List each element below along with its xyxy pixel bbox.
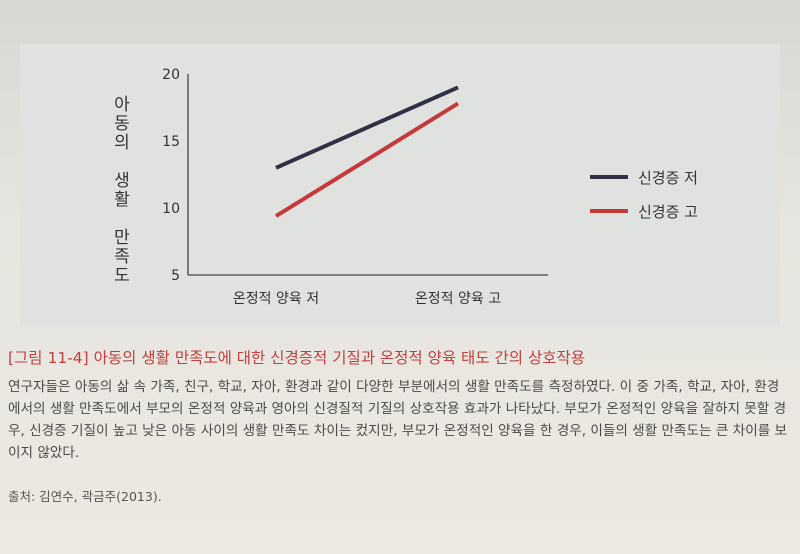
legend-item-high: 신경증 고: [590, 194, 698, 228]
figure-title: 아동의 생활 만족도에 대한 신경증적 기질과 온정적 양육 태도 간의 상호작…: [88, 349, 585, 367]
figure-number: [그림 11-4]: [8, 349, 89, 367]
x-category-labels: 온정적 양육 저 온정적 양육 고: [233, 291, 501, 307]
chart-axes: [187, 74, 548, 276]
legend-swatch-high: [590, 209, 628, 213]
series-line-neuroticism-low: [275, 85, 459, 170]
legend-label-low: 신경증 저: [638, 168, 698, 187]
legend-item-low: 신경증 저: [590, 160, 698, 194]
figure-source: 출처: 김연수, 곽금주(2013).: [8, 489, 162, 504]
y-tick-label: 5: [171, 268, 180, 284]
x-category-label: 온정적 양육 고: [415, 291, 501, 307]
chart-panel: [20, 44, 780, 326]
y-tick-label: 15: [162, 134, 180, 150]
y-tick-label: 10: [162, 201, 180, 217]
series-line-neuroticism-high: [274, 101, 460, 218]
x-category-label: 온정적 양육 저: [233, 291, 319, 307]
series-lines: [274, 85, 460, 218]
legend-swatch-low: [590, 175, 628, 179]
y-tick-labels: 5 10 15 20: [162, 67, 180, 284]
legend: 신경증 저 신경증 고: [590, 160, 698, 228]
y-tick-label: 20: [162, 67, 180, 83]
figure-caption: [그림 11-4] 아동의 생활 만족도에 대한 신경증적 기질과 온정적 양육…: [8, 346, 585, 368]
y-axis-title: 아 동 의 생 활 만 족 도: [114, 95, 130, 286]
legend-label-high: 신경증 고: [638, 202, 698, 221]
figure-description: 연구자들은 아동의 삶 속 가족, 친구, 학교, 자아, 환경과 같이 다양한…: [8, 379, 788, 461]
